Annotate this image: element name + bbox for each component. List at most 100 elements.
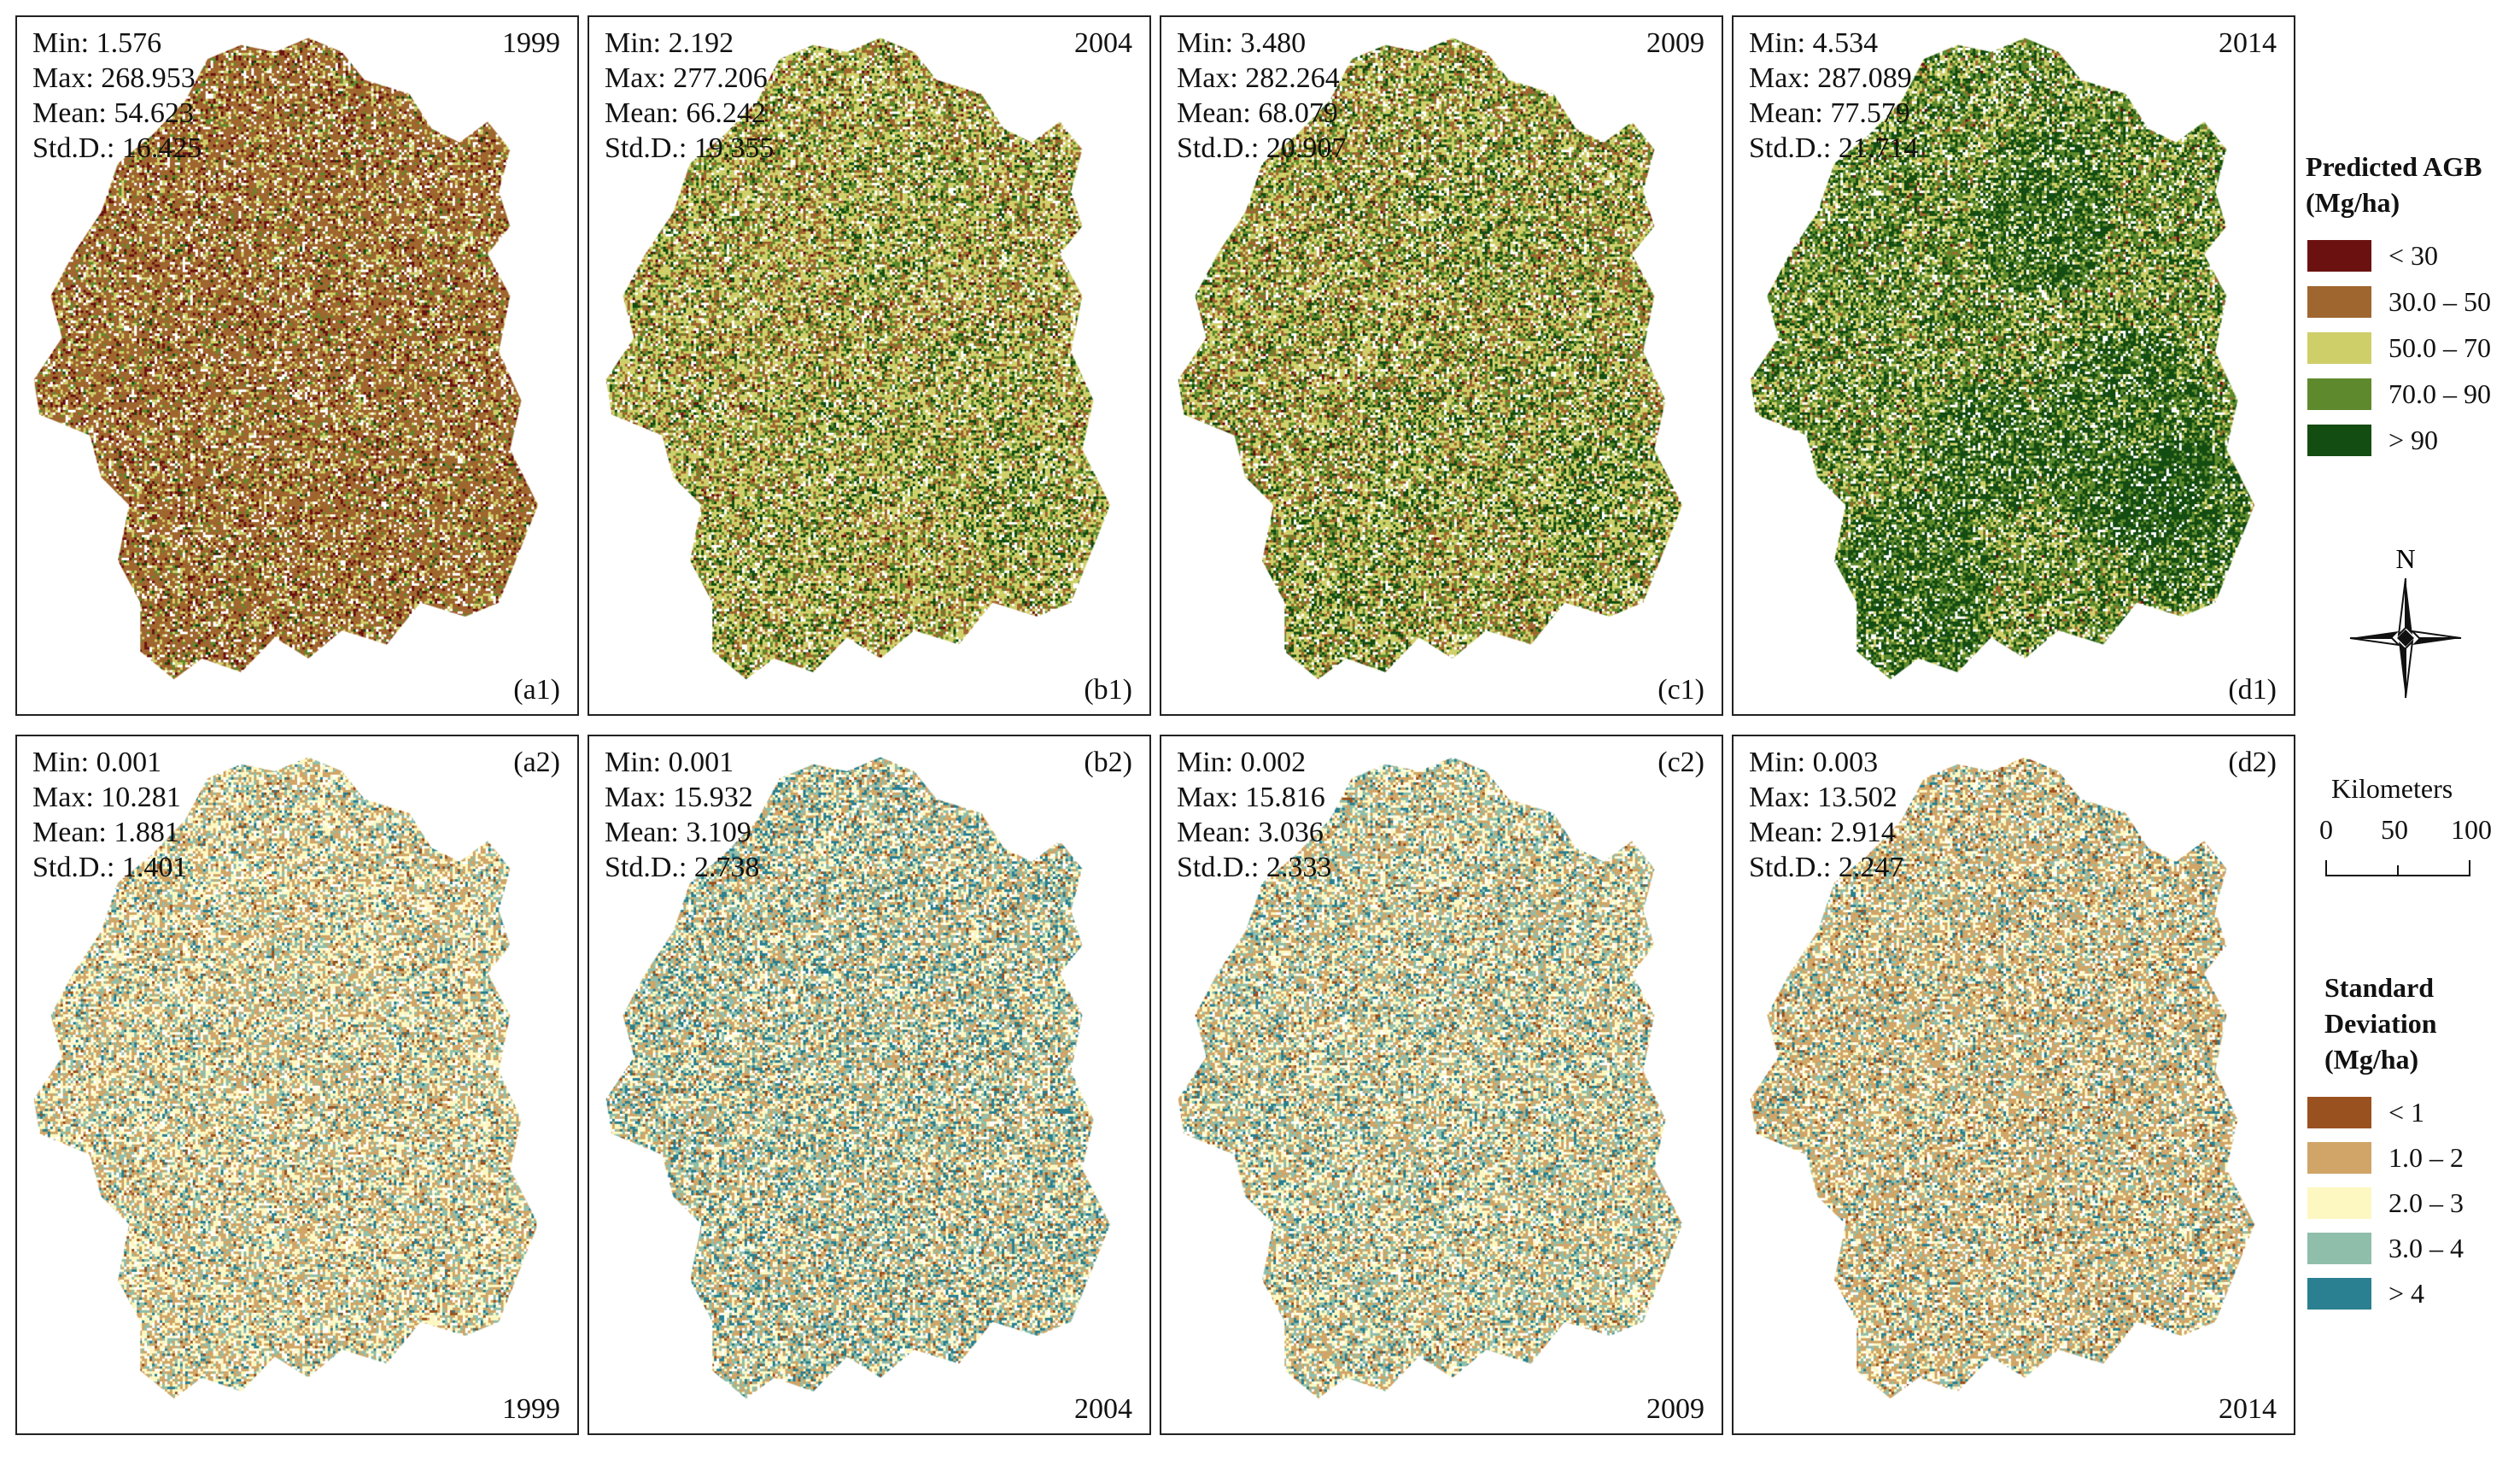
sd-legend-item: 3.0 – 4 [2307, 1232, 2464, 1264]
map-image [17, 17, 577, 714]
stat-max: Max: 15.816 [1177, 782, 1325, 813]
panel-bottom-right-label: 1999 [502, 1393, 560, 1425]
panel-top-right-label: (c2) [1658, 747, 1704, 778]
agb-legend-label: 70.0 – 90 [2388, 378, 2491, 409]
agb-legend-item: 30.0 – 50 [2307, 285, 2491, 318]
stat-std: Std.D.: 2.247 [1749, 852, 1904, 883]
map-image [589, 736, 1149, 1433]
sd-swatch [2307, 1232, 2371, 1264]
stats-block: Min: 0.003 Max: 13.502 Mean: 2.914 Std.D.: … [1749, 745, 1903, 885]
sd-legend-label: 2.0 – 3 [2388, 1187, 2464, 1218]
map-panel-b2: Min: 0.001 Max: 15.932 Mean: 3.109 Std.D.: … [588, 735, 1151, 1435]
agb-swatch [2307, 285, 2371, 318]
panel-bottom-right-label: 2009 [1646, 1393, 1704, 1425]
panel-bottom-right-label: (b1) [1084, 674, 1132, 706]
agb-legend-item: < 30 [2307, 239, 2438, 272]
stats-block: Min: 3.480 Max: 282.264 Mean: 68.079 Std.D.… [1177, 26, 1346, 166]
panel-top-right-label: 2009 [1646, 27, 1704, 59]
panel-top-right-label: (a2) [513, 747, 560, 778]
map-image [17, 736, 577, 1433]
scale-tick-label: 100 [2451, 814, 2492, 845]
scale-bar: Kilometers 0 50 100 [2319, 773, 2511, 884]
stat-std: Std.D.: 2.738 [605, 852, 760, 883]
stat-max: Max: 268.953 [32, 62, 196, 94]
north-label: N [2395, 543, 2415, 574]
panel-top-right-label: (b2) [1084, 747, 1132, 778]
sd-legend-title-line1: Standard [2324, 972, 2435, 1003]
map-panel-a2: Min: 0.001 Max: 10.281 Mean: 1.881 Std.D.: … [15, 735, 579, 1435]
agb-legend-label: 30.0 – 50 [2388, 285, 2491, 317]
panel-bottom-right-label: (c1) [1658, 674, 1704, 706]
stat-min: Min: 4.534 [1749, 27, 1879, 59]
stat-mean: Mean: 68.079 [1177, 97, 1338, 129]
panel-bottom-right-label: 2014 [2219, 1393, 2277, 1425]
stat-max: Max: 277.206 [605, 62, 768, 94]
sd-legend-item: > 4 [2307, 1277, 2424, 1310]
agb-legend-item: 50.0 – 70 [2307, 331, 2491, 364]
sd-legend-title: Standard Deviation (Mg/ha) [2324, 970, 2437, 1077]
map-panel-c1: Min: 3.480 Max: 282.264 Mean: 68.079 Std.D.… [1160, 15, 1723, 716]
stat-std: Std.D.: 20.907 [1177, 132, 1347, 164]
agb-legend-title-line1: Predicted AGB [2306, 151, 2482, 182]
stat-min: Min: 2.192 [605, 27, 734, 59]
sd-legend-item: < 1 [2307, 1096, 2424, 1128]
scale-tick-label: 0 [2319, 814, 2333, 845]
panel-top-right-label: 2014 [2219, 27, 2277, 59]
scale-bar-line [2325, 860, 2470, 876]
panel-bottom-right-label: (d1) [2228, 674, 2277, 706]
map-image [1161, 736, 1722, 1433]
stat-max: Max: 287.089 [1749, 62, 1912, 94]
agb-swatch [2307, 424, 2371, 456]
stat-min: Min: 3.480 [1177, 27, 1307, 59]
agb-legend-label: 50.0 – 70 [2388, 331, 2491, 363]
north-arrow-icon: N [2349, 543, 2462, 699]
scale-title: Kilometers [2331, 773, 2453, 804]
map-image [1734, 736, 2294, 1433]
map-panel-a1: Min: 1.576 Max: 268.953 Mean: 54.623 Std.D.… [15, 15, 579, 716]
sd-legend-label: > 4 [2388, 1277, 2425, 1309]
stat-std: Std.D.: 21.714 [1749, 132, 1919, 164]
stat-min: Min: 1.576 [32, 27, 162, 59]
stat-mean: Mean: 1.881 [32, 817, 179, 848]
agb-swatch [2307, 239, 2371, 272]
agb-legend-item: > 90 [2307, 424, 2438, 456]
stats-block: Min: 2.192 Max: 277.206 Mean: 66.242 Std.D.… [605, 26, 774, 166]
sd-swatch [2307, 1187, 2371, 1219]
stat-max: Max: 13.502 [1749, 782, 1897, 813]
map-image [589, 17, 1149, 714]
stat-mean: Mean: 66.242 [605, 97, 766, 129]
stat-mean: Mean: 2.914 [1749, 817, 1896, 848]
map-panel-b1: Min: 2.192 Max: 277.206 Mean: 66.242 Std.D.… [588, 15, 1151, 716]
sd-legend-item: 2.0 – 3 [2307, 1187, 2464, 1219]
sd-swatch [2307, 1141, 2371, 1174]
stats-block: Min: 0.001 Max: 15.932 Mean: 3.109 Std.D.: … [605, 745, 759, 885]
sd-legend-title-line3: (Mg/ha) [2324, 1044, 2419, 1075]
panel-top-right-label: (d2) [2228, 747, 2277, 778]
map-panel-c2: Min: 0.002 Max: 15.816 Mean: 3.036 Std.D.: … [1160, 735, 1723, 1435]
agb-legend-title-line2: (Mg/ha) [2306, 187, 2400, 218]
north-arrow: N [2342, 542, 2470, 705]
agb-swatch [2307, 331, 2371, 364]
agb-legend-title: Predicted AGB (Mg/ha) [2306, 149, 2482, 220]
stat-min: Min: 0.001 [605, 747, 734, 778]
agb-legend-item: 70.0 – 90 [2307, 378, 2491, 410]
stat-std: Std.D.: 1.401 [32, 852, 188, 883]
agb-legend-label: < 30 [2388, 239, 2439, 271]
map-image [1161, 17, 1722, 714]
stat-min: Min: 0.001 [32, 747, 162, 778]
stat-mean: Mean: 3.109 [605, 817, 751, 848]
map-panel-d2: Min: 0.003 Max: 13.502 Mean: 2.914 Std.D.: … [1732, 735, 2295, 1435]
stats-block: Min: 1.576 Max: 268.953 Mean: 54.623 Std.D.… [32, 26, 202, 166]
sd-legend-label: 3.0 – 4 [2388, 1232, 2464, 1263]
map-panel-d1: Min: 4.534 Max: 287.089 Mean: 77.579 Std.D.… [1732, 15, 2295, 716]
panel-top-right-label: 2004 [1074, 27, 1132, 59]
sd-legend-title-line2: Deviation [2324, 1008, 2437, 1039]
stats-block: Min: 0.002 Max: 15.816 Mean: 3.036 Std.D.: … [1177, 745, 1331, 885]
panel-top-right-label: 1999 [502, 27, 560, 59]
stats-block: Min: 0.001 Max: 10.281 Mean: 1.881 Std.D.: … [32, 745, 187, 885]
stat-max: Max: 15.932 [605, 782, 753, 813]
stats-block: Min: 4.534 Max: 287.089 Mean: 77.579 Std.D.… [1749, 26, 1918, 166]
sd-swatch [2307, 1096, 2371, 1128]
panel-bottom-right-label: 2004 [1074, 1393, 1132, 1425]
sd-legend-label: < 1 [2388, 1096, 2425, 1128]
